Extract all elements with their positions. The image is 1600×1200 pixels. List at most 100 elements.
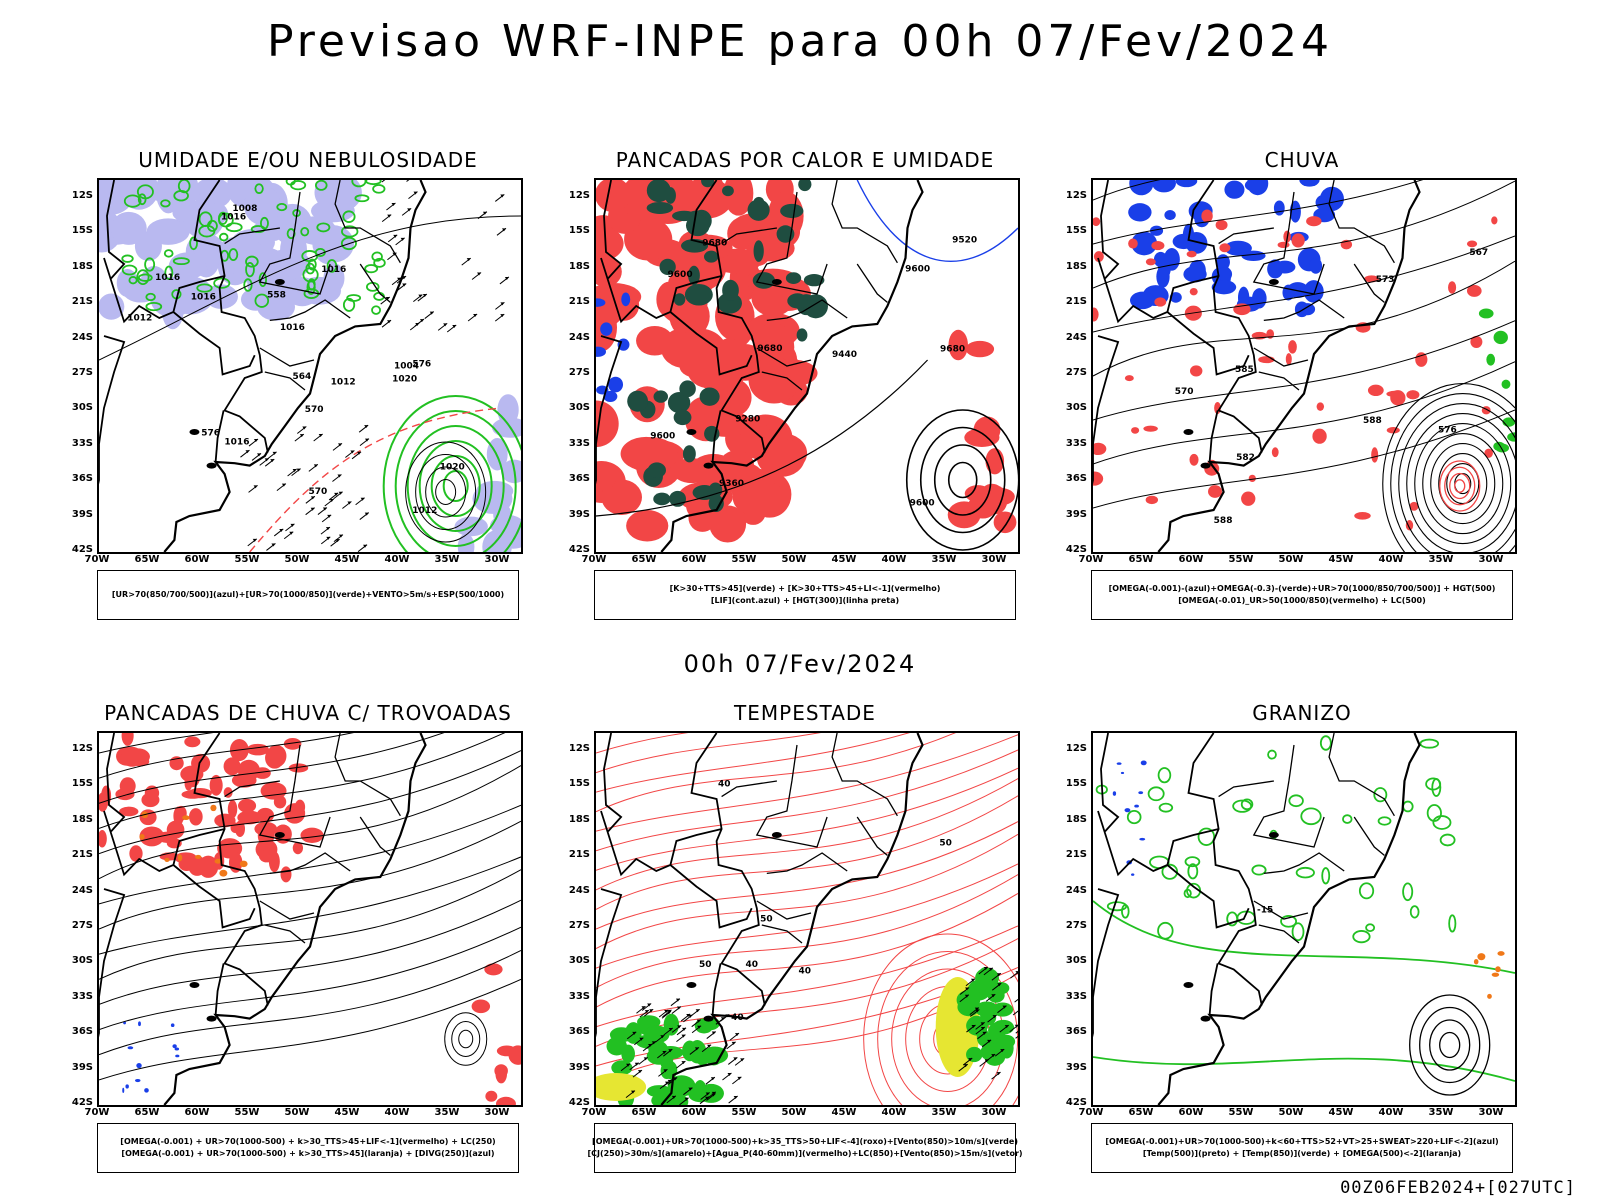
lon-tick-label: 30W	[484, 554, 510, 565]
panel-title-trovoadas: PANCADAS DE CHUVA C/ TROVOADAS	[104, 701, 512, 725]
lon-tick-label: 60W	[681, 554, 707, 565]
lon-tick-label: 70W	[581, 554, 607, 565]
lon-tick-label: 60W	[1178, 554, 1204, 565]
lon-tick-label: 60W	[184, 554, 210, 565]
lat-tick-label: 33S	[71, 437, 93, 449]
lon-tick-label: 60W	[184, 1107, 210, 1118]
lat-tick-label: 27S	[71, 920, 93, 931]
lon-tick-label: 35W	[931, 1107, 957, 1118]
lat-tick-label: 30S	[568, 955, 590, 967]
lon-tick-label: 35W	[931, 554, 957, 565]
lat-tick-label: 15S	[568, 778, 590, 790]
legend-line: [K>30+TTS>45](verde) + [K>30+TTS>45+LI<-…	[669, 584, 941, 593]
divergence-blue	[122, 1021, 180, 1093]
panel-title-tempestade: TEMPESTADE	[734, 701, 876, 725]
thickness-line	[249, 407, 501, 552]
precipitable-water-lc850	[596, 733, 1018, 1086]
lon-tick-label: 45W	[334, 554, 360, 565]
lon-tick-label: 65W	[134, 554, 160, 565]
panel-title-umidade: UMIDADE E/OU NEBULOSIDADE	[138, 148, 478, 172]
jet-core-west	[596, 1073, 647, 1101]
contour-label: 582	[1236, 453, 1255, 463]
map-canvas-umidade: 1016 1016 1016 1016 1016 1016 1012 1012 1020 1020…	[99, 180, 521, 552]
contour-label: 588	[1214, 516, 1233, 526]
legend-trovoadas: [OMEGA(-0.001) + UR>70(1000-500) + k>30_…	[97, 1123, 519, 1173]
lat-tick-label: 30S	[1065, 402, 1087, 414]
convection-green-south	[627, 380, 724, 513]
lat-tick-label: 27S	[568, 920, 590, 931]
contour-label: 9680	[702, 238, 727, 248]
legend-line: [CJ(250)>30m/s](amarelo)+[Agua_P(40-60mm…	[587, 1149, 1023, 1158]
lat-tick-label: 27S	[568, 367, 590, 378]
lat-tick-label: 24S	[71, 331, 93, 343]
omega500-orange	[1473, 951, 1505, 999]
lat-tick-label: 30S	[1065, 955, 1087, 967]
legend-line: [OMEGA(-0.001)+UR>70(1000-500)+k>35_TTS>…	[592, 1137, 1018, 1146]
contour-label: 9280	[735, 415, 760, 425]
forecast-time: 00h 07/Fev/2024	[683, 650, 917, 678]
humidity-upper-area-ocean	[454, 394, 521, 552]
panel-title-pancadas-calor: PANCADAS POR CALOR E UMIDADE	[615, 148, 995, 172]
lat-tick-label: 15S	[71, 778, 93, 790]
map-umidade: 1016 1016 1016 1016 1016 1016 1012 1012 1020 1020…	[97, 178, 523, 554]
lat-tick-label: 36S	[1065, 1026, 1087, 1038]
lon-tick-label: 70W	[84, 554, 110, 565]
contour-label: -15	[1257, 905, 1273, 915]
legend-line: [OMEGA(-0.01)_UR>50(1000/850)(vermelho) …	[1178, 596, 1426, 605]
lat-tick-label: 21S	[1065, 296, 1087, 308]
lon-tick-label: 30W	[981, 554, 1007, 565]
lat-tick-label: 21S	[568, 296, 590, 308]
lon-tick-label: 55W	[731, 554, 757, 565]
lat-tick-label: 42S	[71, 544, 93, 555]
lat-tick-label: 33S	[1065, 437, 1087, 449]
lat-tick-label: 21S	[71, 849, 93, 861]
lon-tick-label: 70W	[1078, 554, 1104, 565]
lon-tick-label: 30W	[981, 1107, 1007, 1118]
contour-label: 570	[308, 487, 327, 497]
contour-label: 50	[699, 960, 712, 970]
lat-tick-label: 36S	[568, 1026, 590, 1038]
contour-label: 1016	[155, 273, 180, 283]
contour-label: 40	[799, 967, 812, 977]
lat-tick-label: 39S	[71, 1061, 93, 1073]
lc500-low	[1439, 460, 1481, 512]
map-trovoadas	[97, 731, 523, 1107]
omega-green-area	[1478, 308, 1515, 453]
lat-tick-label: 12S	[568, 743, 590, 754]
humidity-lower-contours	[121, 180, 386, 315]
hgt300-low	[905, 409, 1018, 551]
lat-tick-label: 12S	[1065, 743, 1087, 754]
isobar	[99, 215, 521, 361]
contour-label: 50	[939, 838, 952, 848]
lon-tick-label: 50W	[781, 1107, 807, 1118]
contour-label: 1016	[191, 293, 216, 303]
contour-label: 1004	[394, 361, 419, 371]
contour-label: 576	[412, 359, 431, 369]
panel-title-granizo: GRANIZO	[1252, 701, 1352, 725]
lon-tick-label: 55W	[731, 1107, 757, 1118]
contour-label: 40	[746, 960, 759, 970]
coastline	[99, 733, 427, 1105]
map-canvas-granizo: -15	[1093, 733, 1515, 1105]
lat-tick-label: 12S	[568, 190, 590, 201]
map-tempestade: 40 40 50 50 40 50 40	[594, 731, 1020, 1107]
contour-label: 9600	[910, 499, 935, 509]
temp850-contour-south	[1093, 1056, 1515, 1082]
lon-tick-label: 35W	[434, 554, 460, 565]
lat-tick-label: 24S	[71, 884, 93, 896]
wind-vectors-850	[620, 998, 745, 1105]
lc250-vortex	[444, 1012, 488, 1066]
contour-label: 576	[1438, 426, 1457, 436]
lc250-streamlines	[99, 733, 521, 1081]
lat-tick-label: 42S	[568, 544, 590, 555]
legend-line: [OMEGA(-0.001) + UR>70(1000-500) + k>30_…	[120, 1137, 496, 1146]
lat-tick-label: 39S	[1065, 508, 1087, 520]
lat-tick-label: 15S	[568, 225, 590, 237]
lat-tick-label: 27S	[71, 367, 93, 378]
lon-tick-label: 45W	[1328, 554, 1354, 565]
contour-label: 588	[1363, 416, 1382, 426]
map-canvas-pancadas-calor: 9680 9680 9680 9600 9600 9600 9440 9360 9280 9520…	[596, 180, 1018, 552]
panel-title-chuva: CHUVA	[1264, 148, 1340, 172]
lat-tick-label: 36S	[1065, 473, 1087, 485]
legend-tempestade: [OMEGA(-0.001)+UR>70(1000-500)+k>35_TTS>…	[587, 1123, 1023, 1173]
